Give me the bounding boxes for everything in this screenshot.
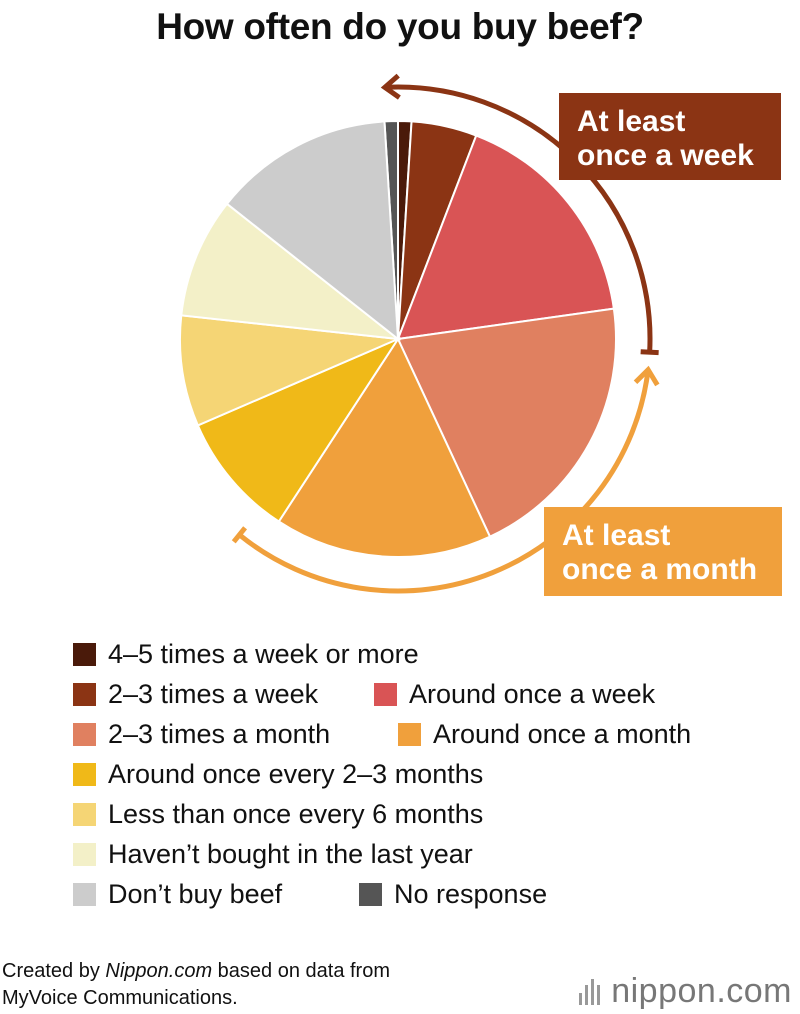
pie-slice-around-once-a-week: [396, 134, 615, 341]
footer-created-by: Created by: [2, 960, 106, 982]
footer-site[interactable]: Nippon.com: [105, 960, 213, 982]
bracket-arrow-month-icon: [633, 365, 660, 387]
brand-suffix: .com: [716, 972, 792, 1010]
source-footer: Created by Nippon.com based on data from…: [2, 958, 390, 1012]
annotation-label-week-line-2: once a week: [577, 139, 754, 172]
pie-slice-don-t-buy-beef: [225, 120, 400, 342]
annotation-box-month: [544, 507, 782, 596]
annotation-label-month-line-1: At least: [562, 519, 670, 552]
footer-based-on: based on data from: [212, 960, 390, 982]
pie-slice-around-once-every-2-3-months: [196, 336, 401, 523]
annotation-box-week: [559, 93, 781, 180]
brand-logo: nippon .com: [579, 972, 792, 1011]
chart-title: How often do you buy beef?: [156, 6, 644, 47]
bracket-arrow-week-icon: [380, 73, 401, 100]
footer-source: MyVoice Communications.: [2, 987, 238, 1009]
annotation-label-month-line-2: once a month: [562, 553, 757, 586]
annotation-label-week-line-1: At least: [577, 105, 685, 138]
bracket-cap-week: [640, 349, 659, 356]
pie-slice-around-once-a-month: [277, 336, 492, 558]
brand-bars-icon: [579, 978, 603, 1005]
pie-slice-2-3-times-a-month: [396, 307, 617, 538]
bracket-arc-month: [237, 369, 651, 594]
bracket-cap-month: [231, 526, 248, 544]
brand-name: nippon: [611, 972, 717, 1010]
pie-slice-haven-t-bought-in-the-last-year: [180, 202, 402, 341]
pie-slice-less-than-once-every-6-months: [179, 314, 402, 427]
